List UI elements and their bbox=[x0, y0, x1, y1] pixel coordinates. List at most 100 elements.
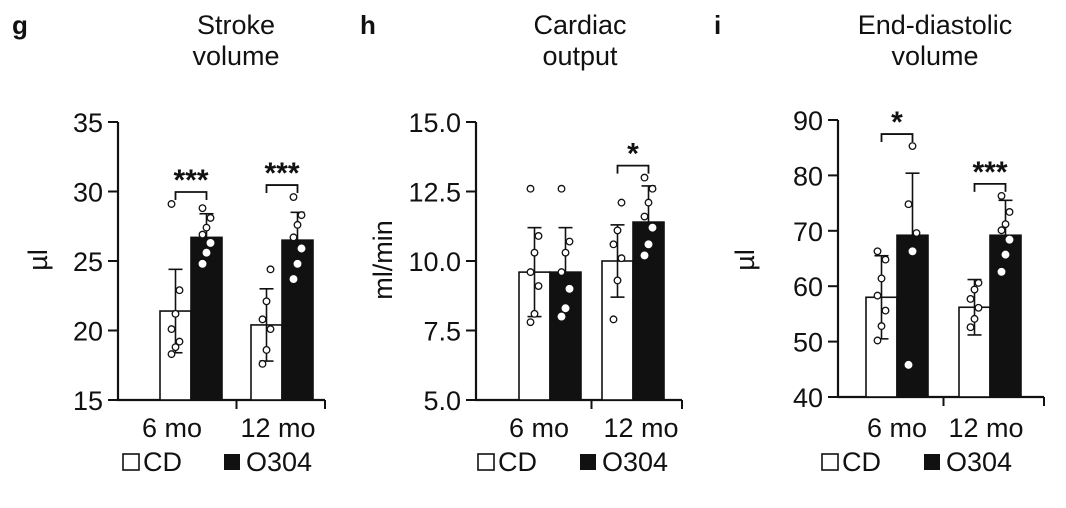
data-point bbox=[526, 184, 535, 193]
data-point bbox=[997, 267, 1006, 276]
data-point bbox=[617, 198, 626, 207]
data-point bbox=[293, 220, 302, 229]
data-point bbox=[526, 268, 535, 277]
significance-label: *** bbox=[972, 156, 1007, 189]
y-tick-label: 10.0 bbox=[408, 247, 461, 277]
panel-g: g Stroke volume µl 15 20 25 30 35 6 mo 12 mo **… bbox=[12, 10, 326, 477]
data-point bbox=[904, 200, 913, 209]
x-tick-label: 6 mo bbox=[867, 413, 927, 443]
y-tick-label: 80 bbox=[793, 161, 823, 191]
data-point bbox=[534, 232, 543, 240]
data-point bbox=[202, 248, 211, 257]
legend-swatch-cd bbox=[122, 453, 140, 471]
data-point bbox=[266, 265, 275, 274]
y-tick-label: 70 bbox=[793, 217, 823, 247]
plot-area: 15 20 25 30 35 6 mo 12 mo *** *** bbox=[73, 108, 326, 443]
legend-label-o304: O304 bbox=[602, 447, 668, 477]
data-point bbox=[997, 191, 1006, 200]
data-point bbox=[617, 254, 626, 263]
legend-label-cd: CD bbox=[842, 447, 881, 477]
panel-i: i End-diastolic volume µl 40 50 60 70 80 90 6 … bbox=[714, 10, 1045, 477]
significance-label: *** bbox=[173, 164, 208, 197]
data-point bbox=[974, 278, 983, 287]
legend-swatch-cd bbox=[477, 453, 495, 471]
data-point bbox=[526, 318, 535, 327]
data-point bbox=[881, 255, 890, 264]
legend-label-o304: O304 bbox=[946, 447, 1012, 477]
data-point bbox=[1001, 250, 1010, 259]
data-point bbox=[202, 223, 211, 232]
data-point bbox=[881, 306, 890, 315]
legend: CD O304 bbox=[821, 447, 1012, 477]
data-point bbox=[873, 336, 882, 345]
data-point bbox=[1005, 235, 1014, 244]
data-point bbox=[530, 309, 539, 318]
x-tick-label: 6 mo bbox=[142, 413, 202, 443]
data-point bbox=[262, 297, 271, 306]
data-point bbox=[912, 229, 921, 237]
data-point bbox=[175, 286, 184, 295]
data-point bbox=[1005, 208, 1014, 216]
chart-title-line1: End-diastolic bbox=[858, 10, 1013, 40]
data-point bbox=[167, 200, 176, 208]
significance-bracket bbox=[174, 191, 208, 201]
data-point bbox=[908, 247, 917, 256]
panel-h: h Cardiac output ml/min 5.0 7.5 10.0 12.5 15… bbox=[360, 10, 683, 477]
data-point bbox=[198, 230, 207, 239]
legend-swatch-o304 bbox=[924, 454, 940, 470]
data-point bbox=[266, 325, 275, 334]
y-tick-label: 5.0 bbox=[423, 386, 461, 416]
data-point bbox=[557, 268, 566, 277]
y-tick-label: 7.5 bbox=[423, 317, 461, 347]
data-point bbox=[966, 323, 975, 332]
data-point bbox=[262, 346, 271, 354]
data-point bbox=[565, 284, 574, 293]
panel-letter-i: i bbox=[714, 10, 721, 40]
y-tick-label: 35 bbox=[73, 108, 103, 138]
data-point bbox=[297, 211, 306, 220]
data-point bbox=[1001, 220, 1010, 229]
data-point bbox=[640, 251, 649, 260]
significance-bracket bbox=[616, 164, 650, 174]
legend-swatch-cd bbox=[821, 453, 839, 471]
chart-title-line2: volume bbox=[192, 41, 279, 71]
legend-label-o304: O304 bbox=[246, 447, 312, 477]
data-point bbox=[206, 238, 215, 247]
data-point bbox=[289, 193, 298, 202]
chart-title-line2: output bbox=[542, 41, 618, 71]
chart-title-line1: Stroke bbox=[197, 10, 275, 40]
data-point bbox=[644, 240, 653, 249]
y-axis-label: µl bbox=[730, 249, 760, 271]
significance-label: * bbox=[627, 138, 639, 171]
data-point bbox=[609, 240, 618, 249]
x-tick-label: 12 mo bbox=[240, 413, 315, 443]
legend-label-cd: CD bbox=[143, 447, 182, 477]
y-tick-label: 12.5 bbox=[408, 178, 461, 208]
data-point bbox=[297, 244, 306, 253]
data-point bbox=[171, 309, 180, 318]
significance-bracket bbox=[880, 133, 914, 143]
x-tick-label: 12 mo bbox=[948, 413, 1023, 443]
y-tick-label: 25 bbox=[73, 247, 103, 277]
data-point bbox=[565, 237, 574, 246]
data-point bbox=[877, 322, 886, 331]
data-point bbox=[167, 325, 176, 334]
data-point bbox=[534, 282, 543, 290]
data-point bbox=[609, 315, 618, 324]
data-point bbox=[648, 223, 657, 232]
significance-bracket bbox=[973, 182, 1007, 192]
data-point bbox=[613, 276, 622, 285]
data-point bbox=[175, 337, 184, 346]
data-point bbox=[561, 248, 570, 257]
data-point bbox=[877, 274, 886, 283]
y-tick-label: 90 bbox=[793, 106, 823, 136]
data-point bbox=[873, 247, 882, 256]
data-point bbox=[258, 359, 267, 368]
y-tick-label: 60 bbox=[793, 272, 823, 302]
y-axis-label: ml/min bbox=[368, 220, 398, 300]
data-point bbox=[206, 213, 215, 222]
y-tick-label: 50 bbox=[793, 328, 823, 358]
data-point bbox=[289, 275, 298, 284]
chart-title-line2: volume bbox=[891, 41, 978, 71]
